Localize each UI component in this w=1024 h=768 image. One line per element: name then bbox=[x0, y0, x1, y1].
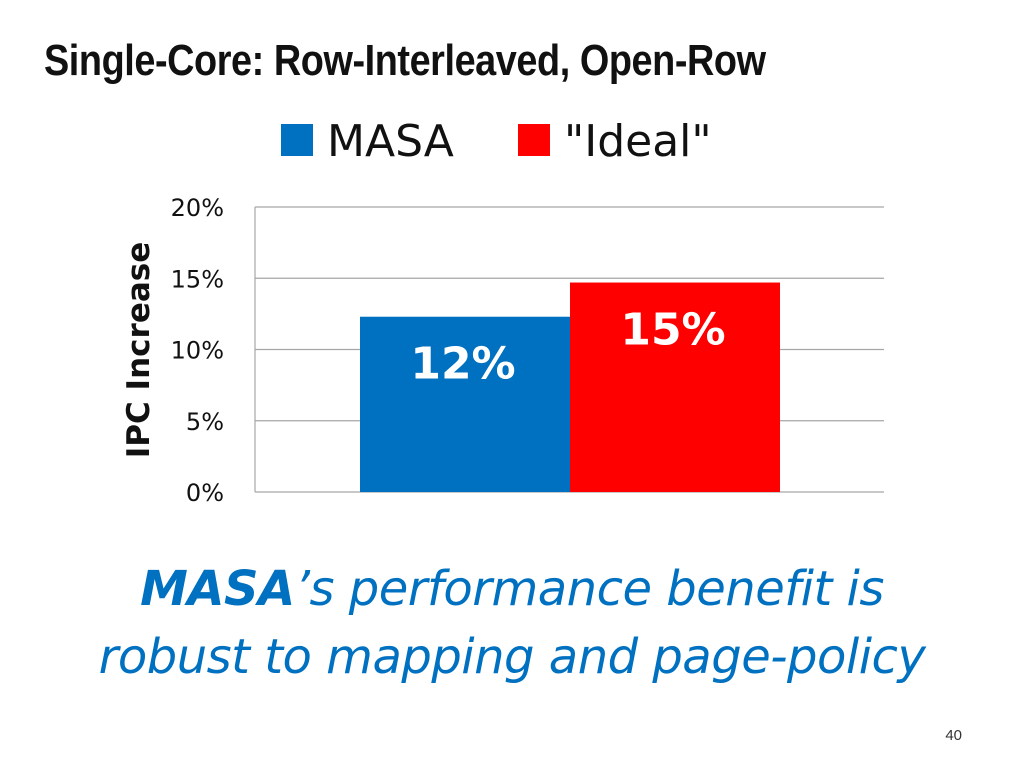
y-axis-label: IPC Increase bbox=[121, 242, 157, 459]
ipc-bar-chart: MASA "Ideal" IPC Increase 0% 5% 10% 15% 20% 1… bbox=[121, 116, 884, 507]
caption-emphasis: MASA bbox=[140, 561, 295, 617]
y-tick-label: 5% bbox=[186, 408, 224, 436]
caption-line1: ’s performance benefit is bbox=[294, 561, 885, 617]
y-tick-label: 10% bbox=[171, 337, 224, 365]
legend-label-masa: MASA bbox=[327, 116, 454, 167]
legend-label-ideal: "Ideal" bbox=[564, 116, 712, 167]
data-label-masa: 12% bbox=[410, 339, 515, 390]
y-tick-label: 0% bbox=[186, 479, 224, 507]
bar-data-labels: 12% 15% bbox=[410, 305, 725, 390]
slide-caption: MASA’s performance benefit is robust to … bbox=[0, 555, 1024, 691]
bar-masa bbox=[360, 316, 570, 492]
bars bbox=[360, 282, 780, 492]
legend-swatch-masa bbox=[281, 124, 313, 156]
y-tick-labels: 0% 5% 10% 15% 20% bbox=[171, 194, 224, 507]
y-tick-label: 15% bbox=[171, 265, 224, 293]
bar-ideal bbox=[570, 282, 780, 492]
caption-line2: robust to mapping and page-policy bbox=[98, 629, 926, 685]
data-label-ideal: 15% bbox=[620, 305, 725, 356]
y-tick-label: 20% bbox=[171, 194, 224, 222]
slide-title: Single-Core: Row-Interleaved, Open-Row bbox=[44, 36, 766, 85]
legend-swatch-ideal bbox=[518, 124, 550, 156]
chart-legend: MASA "Ideal" bbox=[281, 116, 712, 167]
page-number: 40 bbox=[945, 727, 962, 744]
